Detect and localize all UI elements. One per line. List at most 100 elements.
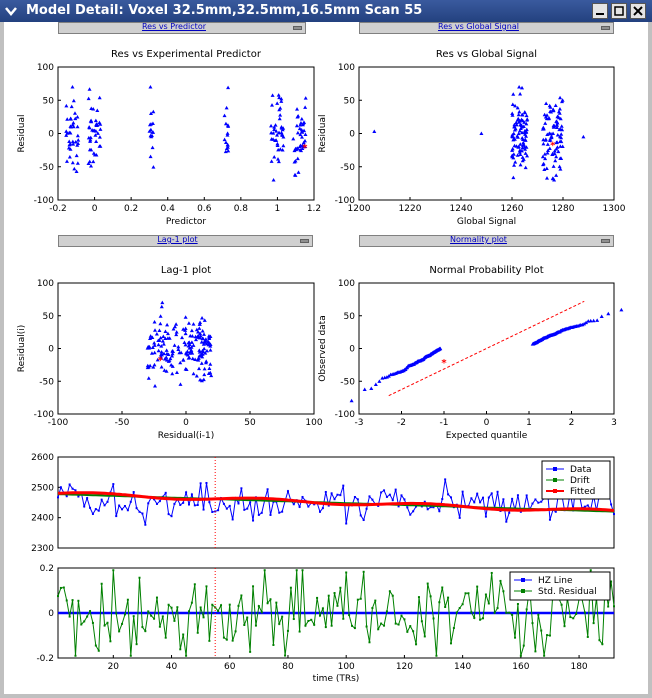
- residual-point: [77, 599, 80, 602]
- data-point: [197, 322, 202, 326]
- residual-point: [508, 611, 511, 614]
- data-point: [523, 151, 528, 155]
- residual-point: [423, 635, 426, 638]
- y-axis-label: Residual: [318, 114, 328, 152]
- data-point: [222, 502, 225, 505]
- data-point: [297, 126, 302, 131]
- data-point: [511, 137, 516, 142]
- residual-point: [304, 624, 307, 627]
- normality-plot-popup[interactable]: Normality plot: [359, 235, 614, 247]
- data-point: [147, 122, 152, 127]
- data-point: [150, 121, 155, 125]
- residual-point: [365, 625, 368, 628]
- data-point: [73, 116, 78, 121]
- data-point: [171, 349, 176, 353]
- residual-point: [68, 615, 71, 618]
- lag-1-plot-popup[interactable]: Lag-1 plot: [58, 235, 313, 247]
- res-vs-predictor-popup[interactable]: Res vs Predictor: [58, 22, 306, 34]
- residual-point: [333, 592, 336, 595]
- data-point: [197, 366, 202, 371]
- data-point: [543, 138, 548, 142]
- data-point: [228, 504, 231, 507]
- y-tick-label: -100: [335, 196, 356, 206]
- data-point: [226, 85, 231, 90]
- residual-point: [397, 623, 400, 626]
- data-point: [313, 503, 316, 506]
- data-point: [207, 340, 212, 345]
- minimize-button[interactable]: [592, 3, 608, 19]
- x-tick-label: 120: [396, 662, 413, 672]
- residual-point: [406, 630, 409, 633]
- data-point: [88, 135, 93, 140]
- close-button[interactable]: [630, 3, 646, 19]
- data-point: [260, 511, 263, 514]
- data-point: [243, 508, 246, 511]
- data-point: [75, 143, 80, 147]
- data-point: [545, 150, 550, 155]
- data-point: [70, 122, 75, 127]
- residual-point: [275, 601, 278, 604]
- residual-point: [461, 603, 464, 606]
- data-point: [94, 152, 99, 157]
- data-point: [553, 158, 558, 163]
- data-point: [511, 497, 514, 500]
- window-menu-icon[interactable]: [3, 3, 19, 19]
- popup-label: Normality plot: [450, 235, 507, 244]
- data-point: [67, 139, 72, 143]
- chart-title: Normal Probability Plot: [429, 265, 543, 276]
- data-point: [225, 142, 230, 147]
- data-point: [151, 365, 156, 369]
- residual-point: [155, 596, 158, 599]
- x-axis-label: Residual(i-1): [158, 431, 215, 441]
- data-point: [298, 121, 303, 125]
- data-point: [400, 494, 403, 497]
- residual-point: [284, 654, 287, 657]
- data-point: [342, 484, 345, 487]
- data-point: [377, 504, 380, 507]
- data-point: [176, 344, 181, 349]
- data-point: [531, 502, 534, 505]
- y-tick-label: 50: [43, 312, 55, 322]
- data-point: [547, 116, 552, 120]
- x-tick-label: -100: [48, 418, 69, 428]
- res-vs-global-popup[interactable]: Res vs Global Signal: [359, 22, 614, 34]
- data-point: [222, 137, 227, 142]
- data-point: [69, 104, 74, 109]
- data-point: [190, 334, 195, 338]
- plot-frame: [57, 282, 315, 415]
- residual-point: [289, 586, 292, 589]
- data-point: [207, 366, 212, 370]
- data-point: [159, 352, 164, 357]
- data-point: [132, 491, 135, 494]
- residual-point: [374, 599, 377, 602]
- popup-arrow-icon: [293, 26, 302, 30]
- residual-point: [228, 603, 231, 606]
- y-tick-label: 0: [48, 609, 54, 619]
- residual-point: [59, 586, 62, 589]
- y-tick-label: 2600: [31, 453, 54, 463]
- data-point: [156, 348, 161, 353]
- data-point: [545, 176, 550, 180]
- data-point: [371, 498, 374, 501]
- y-tick-label: 50: [344, 312, 356, 322]
- data-point: [252, 519, 255, 522]
- data-point: [510, 148, 515, 152]
- data-point: [330, 492, 333, 495]
- data-point: [610, 503, 613, 506]
- data-point: [523, 147, 528, 151]
- residual-point: [97, 649, 100, 652]
- data-point: [155, 502, 158, 505]
- maximize-button[interactable]: [611, 3, 627, 19]
- residual-point: [316, 596, 319, 599]
- residual-point: [444, 605, 447, 608]
- residual-point: [266, 602, 269, 605]
- data-point: [165, 331, 170, 336]
- data-point: [83, 505, 86, 508]
- residual-point: [502, 590, 505, 593]
- y-tick-label: 0: [48, 130, 54, 140]
- data-point: [512, 143, 517, 148]
- data-point: [318, 510, 321, 513]
- data-point: [67, 130, 72, 135]
- residual-point: [158, 625, 161, 628]
- data-point: [197, 353, 202, 358]
